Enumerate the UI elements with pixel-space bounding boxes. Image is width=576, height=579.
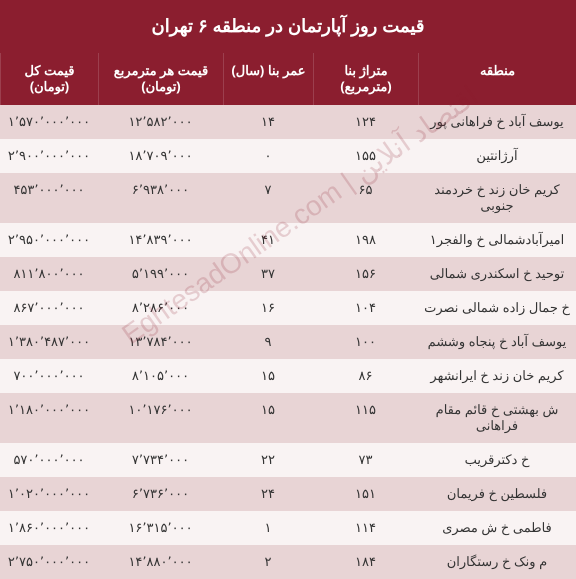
cell-area: ۱۹۸ bbox=[313, 223, 418, 257]
col-header-region: منطقه bbox=[418, 53, 576, 105]
cell-ppsm: ۸٬۲۸۶٬۰۰۰ bbox=[98, 291, 223, 325]
cell-age: ۱ bbox=[223, 511, 313, 545]
cell-region: آرژانتین bbox=[418, 139, 576, 173]
table-title: قیمت روز آپارتمان در منطقه ۶ تهران bbox=[0, 0, 576, 53]
cell-ppsm: ۱۲٬۵۸۲٬۰۰۰ bbox=[98, 105, 223, 139]
cell-ppsm: ۱۶٬۳۱۵٬۰۰۰ bbox=[98, 511, 223, 545]
table-row: فلسطین خ فریمان۱۵۱۲۴۶٬۷۳۶٬۰۰۰۱٬۰۲۰٬۰۰۰٬۰… bbox=[0, 477, 576, 511]
cell-region: خ جمال زاده شمالی نصرت bbox=[418, 291, 576, 325]
cell-area: ۱۰۰ bbox=[313, 325, 418, 359]
cell-age: ۱۵ bbox=[223, 359, 313, 393]
table-row: آرژانتین۱۵۵۰۱۸٬۷۰۹٬۰۰۰۲٬۹۰۰٬۰۰۰٬۰۰۰ bbox=[0, 139, 576, 173]
cell-age: ۴۱ bbox=[223, 223, 313, 257]
cell-total: ۴۵۳٬۰۰۰٬۰۰۰ bbox=[0, 173, 98, 223]
cell-area: ۷۳ bbox=[313, 443, 418, 477]
cell-region: توحید خ اسکندری شمالی bbox=[418, 257, 576, 291]
col-header-area: متراژ بنا (مترمربع) bbox=[313, 53, 418, 105]
cell-total: ۱٬۳۸۰٬۴۸۷٬۰۰۰ bbox=[0, 325, 98, 359]
table-row: کریم خان زند خ ایرانشهر۸۶۱۵۸٬۱۰۵٬۰۰۰۷۰۰٬… bbox=[0, 359, 576, 393]
cell-ppsm: ۱۴٬۸۸۰٬۰۰۰ bbox=[98, 545, 223, 579]
cell-area: ۱۸۴ bbox=[313, 545, 418, 579]
cell-age: ۹ bbox=[223, 325, 313, 359]
cell-ppsm: ۵٬۱۹۹٬۰۰۰ bbox=[98, 257, 223, 291]
cell-age: ۲۲ bbox=[223, 443, 313, 477]
cell-total: ۲٬۹۵۰٬۰۰۰٬۰۰۰ bbox=[0, 223, 98, 257]
table-row: یوسف آباد خ پنجاه وششم۱۰۰۹۱۳٬۷۸۴٬۰۰۰۱٬۳۸… bbox=[0, 325, 576, 359]
cell-ppsm: ۱۳٬۷۸۴٬۰۰۰ bbox=[98, 325, 223, 359]
cell-age: ۲۴ bbox=[223, 477, 313, 511]
cell-region: فاطمی خ ش مصری bbox=[418, 511, 576, 545]
cell-total: ۷۰۰٬۰۰۰٬۰۰۰ bbox=[0, 359, 98, 393]
col-header-total: قیمت کل (تومان) bbox=[0, 53, 98, 105]
cell-area: ۱۱۴ bbox=[313, 511, 418, 545]
cell-total: ۸۶۷٬۰۰۰٬۰۰۰ bbox=[0, 291, 98, 325]
table-row: کریم خان زند خ خردمند جنوبی۶۵۷۶٬۹۳۸٬۰۰۰۴… bbox=[0, 173, 576, 223]
cell-region: کریم خان زند خ ایرانشهر bbox=[418, 359, 576, 393]
cell-ppsm: ۷٬۷۳۴٬۰۰۰ bbox=[98, 443, 223, 477]
cell-area: ۱۵۵ bbox=[313, 139, 418, 173]
cell-total: ۱٬۵۷۰٬۰۰۰٬۰۰۰ bbox=[0, 105, 98, 139]
cell-total: ۲٬۷۵۰٬۰۰۰٬۰۰۰ bbox=[0, 545, 98, 579]
cell-area: ۱۰۴ bbox=[313, 291, 418, 325]
table-body: یوسف آباد خ فراهانی پور۱۲۴۱۴۱۲٬۵۸۲٬۰۰۰۱٬… bbox=[0, 105, 576, 579]
cell-area: ۱۱۵ bbox=[313, 393, 418, 443]
price-table-container: قیمت روز آپارتمان در منطقه ۶ تهران منطقه… bbox=[0, 0, 576, 537]
table-row: فاطمی خ ش مصری۱۱۴۱۱۶٬۳۱۵٬۰۰۰۱٬۸۶۰٬۰۰۰٬۰۰… bbox=[0, 511, 576, 545]
cell-area: ۸۶ bbox=[313, 359, 418, 393]
cell-ppsm: ۶٬۹۳۸٬۰۰۰ bbox=[98, 173, 223, 223]
table-row: خ دکترقریب۷۳۲۲۷٬۷۳۴٬۰۰۰۵۷۰٬۰۰۰٬۰۰۰ bbox=[0, 443, 576, 477]
cell-total: ۸۱۱٬۸۰۰٬۰۰۰ bbox=[0, 257, 98, 291]
table-row: امیرآبادشمالی خ والفجر۱۱۹۸۴۱۱۴٬۸۳۹٬۰۰۰۲٬… bbox=[0, 223, 576, 257]
cell-total: ۱٬۱۸۰٬۰۰۰٬۰۰۰ bbox=[0, 393, 98, 443]
col-header-ppsm: قیمت هر مترمربع (تومان) bbox=[98, 53, 223, 105]
cell-region: فلسطین خ فریمان bbox=[418, 477, 576, 511]
cell-area: ۱۵۱ bbox=[313, 477, 418, 511]
cell-area: ۱۵۶ bbox=[313, 257, 418, 291]
cell-ppsm: ۱۸٬۷۰۹٬۰۰۰ bbox=[98, 139, 223, 173]
col-header-age: عمر بنا (سال) bbox=[223, 53, 313, 105]
cell-age: ۱۶ bbox=[223, 291, 313, 325]
cell-region: م ونک خ رستگاران bbox=[418, 545, 576, 579]
cell-ppsm: ۱۴٬۸۳۹٬۰۰۰ bbox=[98, 223, 223, 257]
cell-age: ۱۴ bbox=[223, 105, 313, 139]
cell-region: امیرآبادشمالی خ والفجر۱ bbox=[418, 223, 576, 257]
cell-region: کریم خان زند خ خردمند جنوبی bbox=[418, 173, 576, 223]
table-header-row: منطقه متراژ بنا (مترمربع) عمر بنا (سال) … bbox=[0, 53, 576, 105]
table-row: م ونک خ رستگاران۱۸۴۲۱۴٬۸۸۰٬۰۰۰۲٬۷۵۰٬۰۰۰٬… bbox=[0, 545, 576, 579]
cell-age: ۳۷ bbox=[223, 257, 313, 291]
cell-region: یوسف آباد خ پنجاه وششم bbox=[418, 325, 576, 359]
cell-region: خ دکترقریب bbox=[418, 443, 576, 477]
cell-ppsm: ۶٬۷۳۶٬۰۰۰ bbox=[98, 477, 223, 511]
cell-area: ۶۵ bbox=[313, 173, 418, 223]
cell-total: ۵۷۰٬۰۰۰٬۰۰۰ bbox=[0, 443, 98, 477]
cell-total: ۱٬۸۶۰٬۰۰۰٬۰۰۰ bbox=[0, 511, 98, 545]
cell-age: ۷ bbox=[223, 173, 313, 223]
cell-age: ۲ bbox=[223, 545, 313, 579]
cell-ppsm: ۸٬۱۰۵٬۰۰۰ bbox=[98, 359, 223, 393]
cell-age: ۱۵ bbox=[223, 393, 313, 443]
table-row: توحید خ اسکندری شمالی۱۵۶۳۷۵٬۱۹۹٬۰۰۰۸۱۱٬۸… bbox=[0, 257, 576, 291]
cell-total: ۱٬۰۲۰٬۰۰۰٬۰۰۰ bbox=[0, 477, 98, 511]
table-row: خ جمال زاده شمالی نصرت۱۰۴۱۶۸٬۲۸۶٬۰۰۰۸۶۷٬… bbox=[0, 291, 576, 325]
table-row: ش بهشتی خ قائم مقام فراهانی۱۱۵۱۵۱۰٬۱۷۶٬۰… bbox=[0, 393, 576, 443]
cell-region: یوسف آباد خ فراهانی پور bbox=[418, 105, 576, 139]
cell-ppsm: ۱۰٬۱۷۶٬۰۰۰ bbox=[98, 393, 223, 443]
cell-region: ش بهشتی خ قائم مقام فراهانی bbox=[418, 393, 576, 443]
cell-total: ۲٬۹۰۰٬۰۰۰٬۰۰۰ bbox=[0, 139, 98, 173]
table-row: یوسف آباد خ فراهانی پور۱۲۴۱۴۱۲٬۵۸۲٬۰۰۰۱٬… bbox=[0, 105, 576, 139]
cell-age: ۰ bbox=[223, 139, 313, 173]
cell-area: ۱۲۴ bbox=[313, 105, 418, 139]
